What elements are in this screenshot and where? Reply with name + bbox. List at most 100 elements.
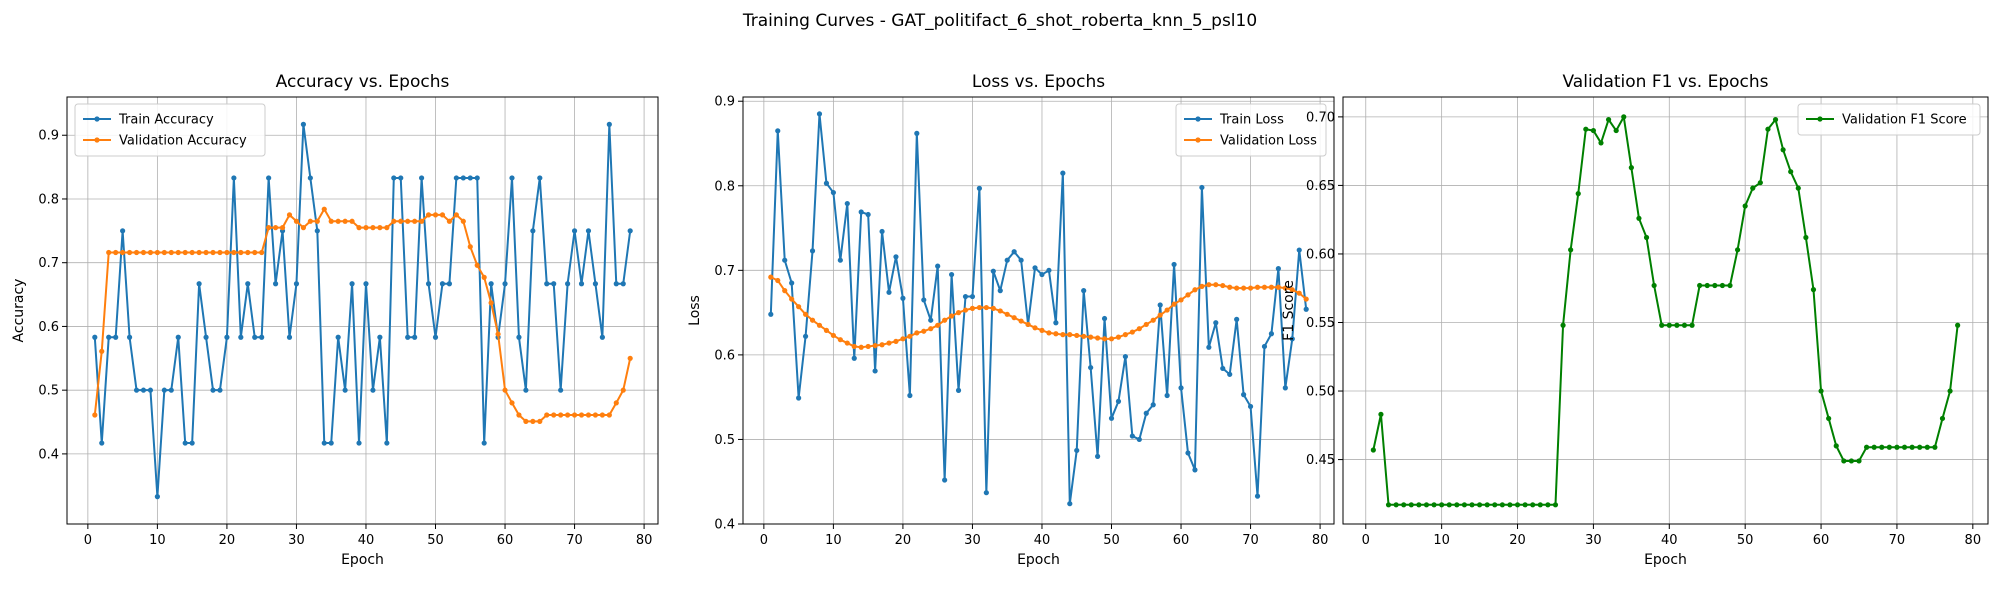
accuracy-data-point: [446, 281, 453, 287]
accuracy-data-point: [217, 249, 223, 256]
loss-data-point: [1095, 453, 1101, 459]
accuracy-data-point: [349, 281, 355, 287]
f1-data-point: [1856, 458, 1862, 464]
accuracy-data-point: [432, 334, 439, 340]
accuracy-legend: Train Accuracy Validation Accuracy: [74, 103, 266, 157]
loss-data-point: [844, 200, 850, 207]
accuracy-data-point: [384, 440, 390, 446]
loss-data-point: [1115, 334, 1122, 340]
loss-legend-label: Validation Loss: [1220, 134, 1317, 149]
accuracy-data-point: [300, 121, 306, 127]
accuracy-data-point: [432, 212, 439, 218]
accuracy-data-point: [314, 218, 320, 224]
loss-data-point: [782, 288, 788, 294]
loss-legend-marker: [1195, 137, 1201, 143]
loss-data-point: [879, 342, 885, 348]
accuracy-data-point: [578, 281, 585, 287]
loss-data-point: [893, 254, 899, 260]
accuracy-xtick-label: 50: [427, 533, 444, 548]
accuracy-data-point: [488, 281, 494, 287]
f1-xtick-label: 0: [1362, 533, 1370, 548]
accuracy-data-point: [592, 281, 599, 287]
accuracy-data-point: [245, 249, 251, 256]
loss-data-point: [1164, 307, 1170, 313]
loss-ytick-label: 0.6: [714, 348, 735, 363]
loss-data-point: [886, 289, 892, 295]
accuracy-data-point: [196, 249, 202, 256]
accuracy-data-point: [565, 412, 571, 418]
accuracy-data-point: [203, 249, 209, 256]
loss-data-point: [1122, 332, 1129, 338]
accuracy-data-point: [544, 281, 550, 287]
accuracy-data-point: [509, 400, 515, 406]
loss-data-point: [962, 307, 969, 313]
loss-data-point: [1074, 332, 1080, 339]
f1-data-point: [1575, 191, 1581, 197]
f1-data-point: [1666, 322, 1672, 328]
f1-xtick-label: 10: [1433, 533, 1450, 548]
accuracy-data-point: [307, 175, 313, 181]
loss-data-point: [983, 304, 989, 311]
f1-grid: [1343, 97, 1988, 524]
loss-data-point: [962, 293, 969, 300]
loss-data-point: [1171, 301, 1177, 307]
accuracy-data-point: [620, 387, 626, 393]
loss-data-point: [928, 326, 934, 332]
accuracy-data-point: [419, 175, 425, 181]
accuracy-data-point: [140, 387, 147, 393]
loss-data-point: [1234, 285, 1240, 291]
loss-data-point: [907, 392, 913, 399]
f1-data-point: [1613, 127, 1619, 134]
accuracy-data-point: [120, 249, 126, 256]
loss-data-point: [948, 313, 955, 319]
accuracy-data-point: [293, 281, 300, 287]
loss-data-point: [1025, 321, 1031, 328]
accuracy-data-point: [328, 218, 334, 224]
accuracy-data-point: [335, 218, 341, 224]
accuracy-data-point: [342, 387, 348, 393]
f1-data-point: [1765, 126, 1771, 132]
accuracy-data-point: [293, 218, 300, 224]
loss-y-axis-label: Loss: [687, 295, 703, 326]
f1-data-point: [1947, 388, 1953, 394]
f1-data-point: [1901, 444, 1908, 450]
loss-data-point: [900, 295, 906, 301]
f1-xtick-label: 70: [1889, 533, 1906, 548]
loss-data-point: [796, 304, 802, 310]
f1-data-point: [1643, 234, 1650, 241]
loss-axes-frame: [742, 96, 1335, 525]
loss-data-point: [1303, 296, 1309, 302]
accuracy-ytick-label: 0.5: [38, 384, 59, 399]
loss-data-point: [990, 268, 996, 274]
accuracy-data-point: [335, 334, 341, 340]
accuracy-data-point: [126, 249, 133, 256]
loss-data-point: [851, 343, 857, 350]
accuracy-data-point: [460, 175, 466, 181]
f1-data-point: [1431, 502, 1437, 508]
loss-data-point: [768, 311, 774, 317]
f1-xtick-label: 20: [1509, 533, 1526, 548]
loss-data-point: [1032, 325, 1038, 331]
accuracy-data-point: [502, 387, 508, 393]
f1-data-point: [1605, 117, 1612, 123]
accuracy-data-point: [544, 412, 550, 418]
loss-data-point: [789, 296, 795, 302]
accuracy-data-point: [99, 440, 105, 446]
loss-data-point: [865, 343, 871, 350]
accuracy-ytick-label: 0.6: [38, 320, 59, 335]
accuracy-data-point: [147, 249, 154, 256]
f1-data-point: [1734, 247, 1741, 253]
accuracy-xtick-label: 30: [288, 533, 305, 548]
loss-data-point: [1261, 284, 1268, 290]
accuracy-data-point: [391, 218, 397, 224]
loss-data-point: [921, 328, 927, 334]
f1-data-point: [1537, 502, 1543, 508]
accuracy-data-point: [314, 228, 320, 234]
loss-data-point: [1136, 326, 1142, 332]
loss-data-point: [1247, 285, 1254, 291]
f1-data-point: [1795, 185, 1801, 191]
loss-xtick-label: 20: [895, 533, 912, 548]
f1-data-point: [1370, 447, 1376, 453]
accuracy-data-point: [419, 218, 425, 224]
